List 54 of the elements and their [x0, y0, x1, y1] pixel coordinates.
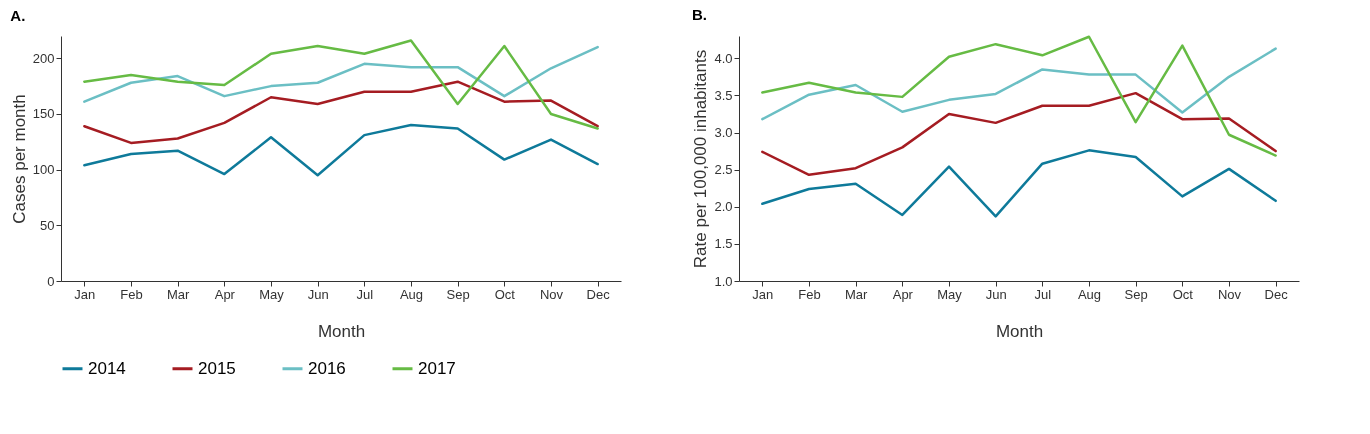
- x-tick-label: Sep: [1124, 286, 1148, 302]
- x-tick-label: Mar: [844, 286, 869, 302]
- x-tick-label: Jun: [985, 286, 1007, 302]
- x-axis-title: Month: [995, 321, 1044, 341]
- y-tick-label: 3.5: [714, 87, 733, 103]
- y-tick-label: 100: [32, 162, 55, 178]
- x-tick-label: Aug: [399, 286, 424, 302]
- line-series: [761, 149, 1277, 218]
- y-tick-label: 150: [32, 106, 55, 122]
- line-series: [83, 45, 599, 103]
- y-tick-label: 1.5: [714, 236, 733, 252]
- y-tick-label: 4.0: [714, 50, 733, 66]
- x-tick-label: Dec: [586, 286, 611, 302]
- y-tick-label: 1.0: [714, 273, 733, 289]
- x-tick-label: May: [937, 286, 963, 302]
- y-tick-label: 50: [40, 217, 55, 233]
- line-series: [83, 80, 599, 145]
- x-tick-label: Oct: [1172, 286, 1194, 302]
- chart-title: A.: [10, 7, 26, 24]
- x-tick-label: Nov: [539, 286, 564, 302]
- x-tick-label: Jan: [752, 286, 774, 302]
- x-tick-label: Apr: [214, 286, 236, 302]
- x-tick-label: Nov: [1217, 286, 1242, 302]
- x-tick-label: Mar: [166, 286, 191, 302]
- x-tick-label: Dec: [1264, 286, 1289, 302]
- y-tick-label: 200: [32, 50, 55, 66]
- y-tick-label: 2.0: [714, 199, 733, 215]
- y-tick-label: 2.5: [714, 162, 733, 178]
- x-tick-label: Feb: [798, 286, 821, 302]
- line-series: [83, 39, 599, 130]
- chart-title: B.: [691, 6, 707, 24]
- x-tick-label: Jan: [74, 286, 96, 302]
- x-tick-label: Jun: [307, 286, 329, 302]
- line-series: [761, 35, 1277, 157]
- y-axis-title: Cases per month: [9, 94, 29, 224]
- legend-label: 2017: [418, 358, 456, 378]
- x-tick-label: Oct: [494, 286, 516, 302]
- line-series: [761, 91, 1277, 177]
- y-axis-title: Rate per 100,000 inhabitants: [691, 49, 711, 269]
- y-tick-label: 3.0: [714, 125, 733, 141]
- x-tick-label: Sep: [446, 286, 470, 302]
- line-series: [83, 123, 599, 177]
- x-tick-label: Jul: [356, 286, 374, 302]
- y-tick-label: 0: [47, 273, 55, 289]
- line-series: [761, 47, 1277, 121]
- x-tick-label: Jul: [1034, 286, 1052, 302]
- legend-label: 2015: [198, 358, 236, 378]
- x-axis-title: Month: [317, 321, 366, 341]
- legend-label: 2014: [88, 358, 126, 378]
- x-tick-label: Feb: [120, 286, 143, 302]
- x-tick-label: Apr: [892, 286, 914, 302]
- x-tick-label: May: [259, 286, 285, 302]
- legend-label: 2016: [308, 358, 346, 378]
- x-tick-label: Aug: [1077, 286, 1102, 302]
